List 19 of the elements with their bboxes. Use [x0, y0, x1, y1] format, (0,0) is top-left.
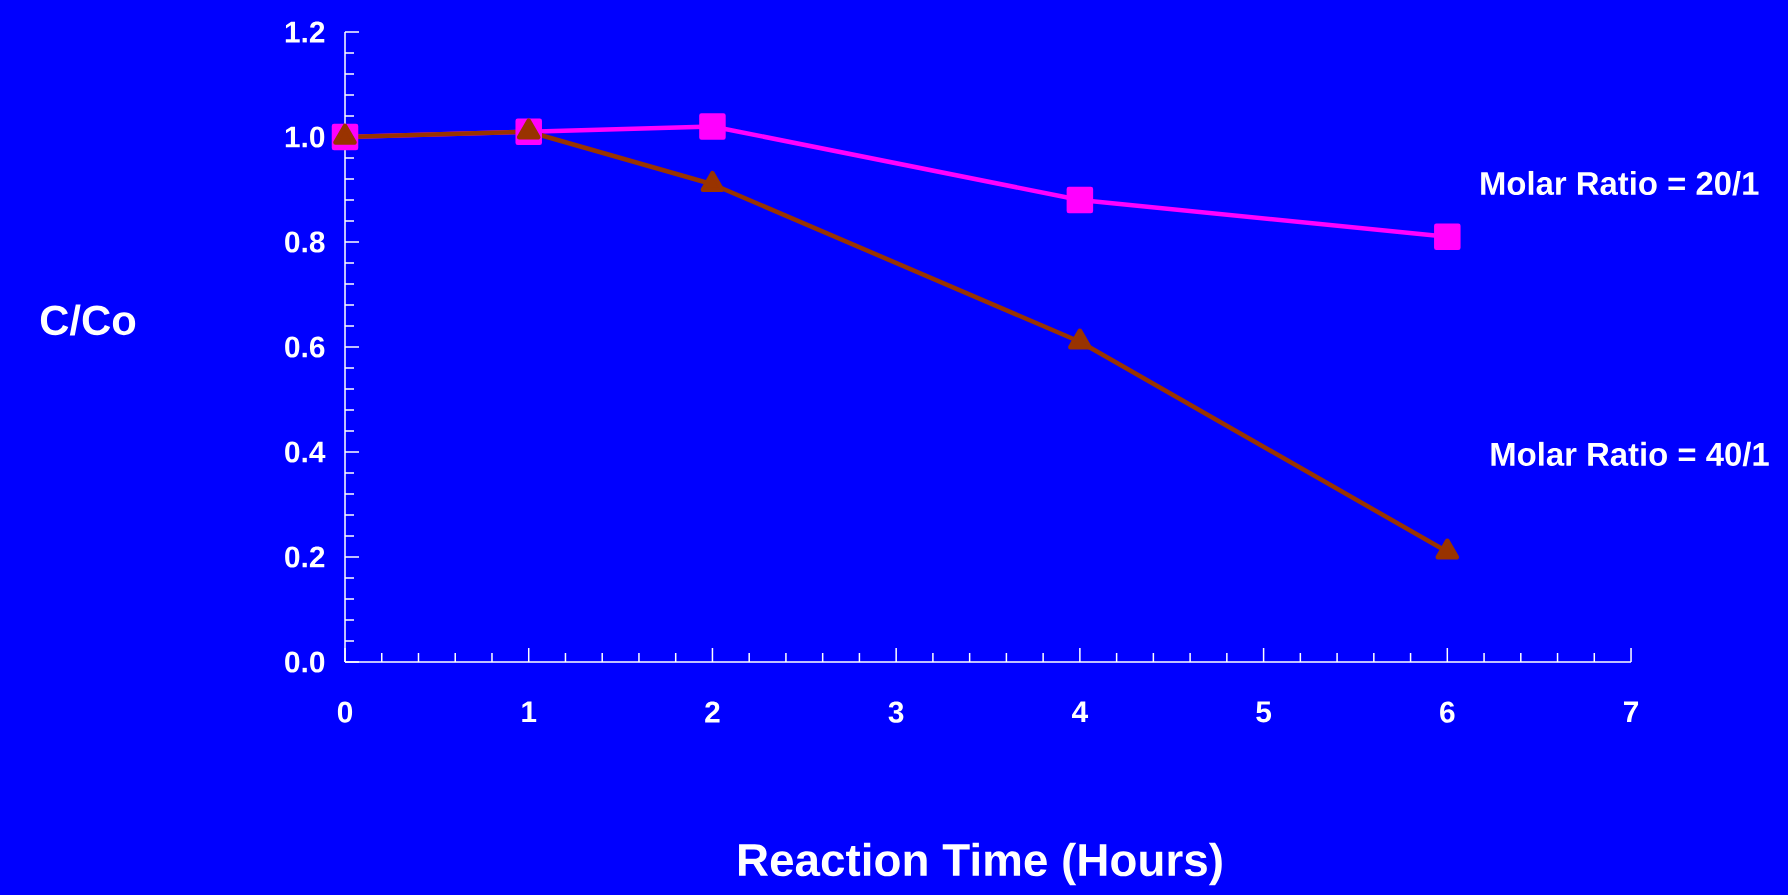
x-tick-label: 3 — [888, 701, 904, 723]
x-tick-label: 0 — [337, 701, 353, 723]
y-tick-label: 0.0 — [285, 651, 325, 673]
y-tick-label: 0.6 — [285, 336, 325, 358]
y-tick-label: 0.4 — [285, 441, 326, 463]
x-tick-label: 7 — [1624, 701, 1639, 723]
x-tick-label: 1 — [522, 701, 537, 723]
text: Molar Ratio = 40/1 — [1491, 441, 1769, 467]
x-tick-label: 5 — [1256, 701, 1272, 723]
y-tick-label: 1.0 — [285, 126, 325, 148]
series-label: Molar Ratio = 20/1 — [1481, 170, 1759, 196]
x-axis-title: Reaction Time (Hours) — [739, 842, 1222, 886]
y-axis-title: C/Co — [40, 304, 136, 336]
x-tick-label: 4 — [1072, 701, 1089, 723]
y-tick-label: 1.2 — [285, 21, 325, 43]
y-tick-label: 0.2 — [285, 546, 325, 568]
x-tick-label: 2 — [705, 701, 720, 723]
y-tick-label: 0.8 — [285, 231, 325, 253]
x-tick-label: 6 — [1440, 701, 1455, 723]
